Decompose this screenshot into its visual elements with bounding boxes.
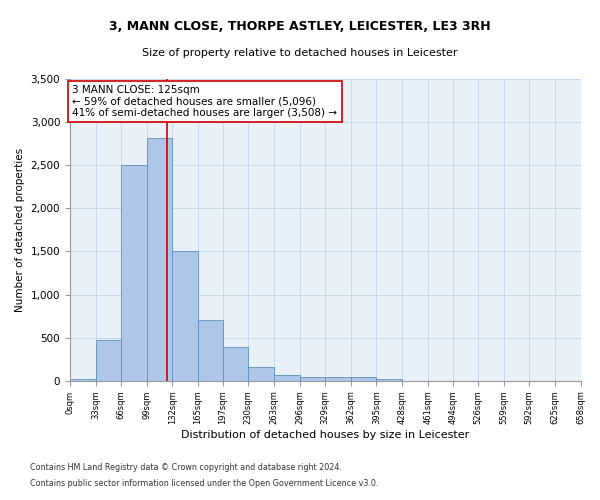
Bar bbox=[70, 379, 95, 381]
Text: Contains HM Land Registry data © Crown copyright and database right 2024.: Contains HM Land Registry data © Crown c… bbox=[30, 464, 342, 472]
Bar bbox=[121, 165, 147, 381]
Bar bbox=[351, 376, 376, 381]
Text: Contains public sector information licensed under the Open Government Licence v3: Contains public sector information licen… bbox=[30, 478, 379, 488]
Text: Size of property relative to detached houses in Leicester: Size of property relative to detached ho… bbox=[142, 48, 458, 58]
Bar bbox=[147, 138, 172, 381]
Bar bbox=[223, 347, 248, 381]
Bar bbox=[325, 378, 351, 381]
Bar bbox=[172, 250, 198, 381]
Text: 3, MANN CLOSE, THORPE ASTLEY, LEICESTER, LE3 3RH: 3, MANN CLOSE, THORPE ASTLEY, LEICESTER,… bbox=[109, 20, 491, 33]
Bar bbox=[248, 368, 274, 381]
Y-axis label: Number of detached properties: Number of detached properties bbox=[15, 148, 25, 312]
X-axis label: Distribution of detached houses by size in Leicester: Distribution of detached houses by size … bbox=[181, 430, 469, 440]
Text: 3 MANN CLOSE: 125sqm
← 59% of detached houses are smaller (5,096)
41% of semi-de: 3 MANN CLOSE: 125sqm ← 59% of detached h… bbox=[73, 85, 337, 118]
Bar bbox=[376, 379, 402, 381]
Bar bbox=[299, 376, 325, 381]
Bar bbox=[198, 320, 223, 381]
Bar bbox=[274, 375, 299, 381]
Bar bbox=[95, 340, 121, 381]
